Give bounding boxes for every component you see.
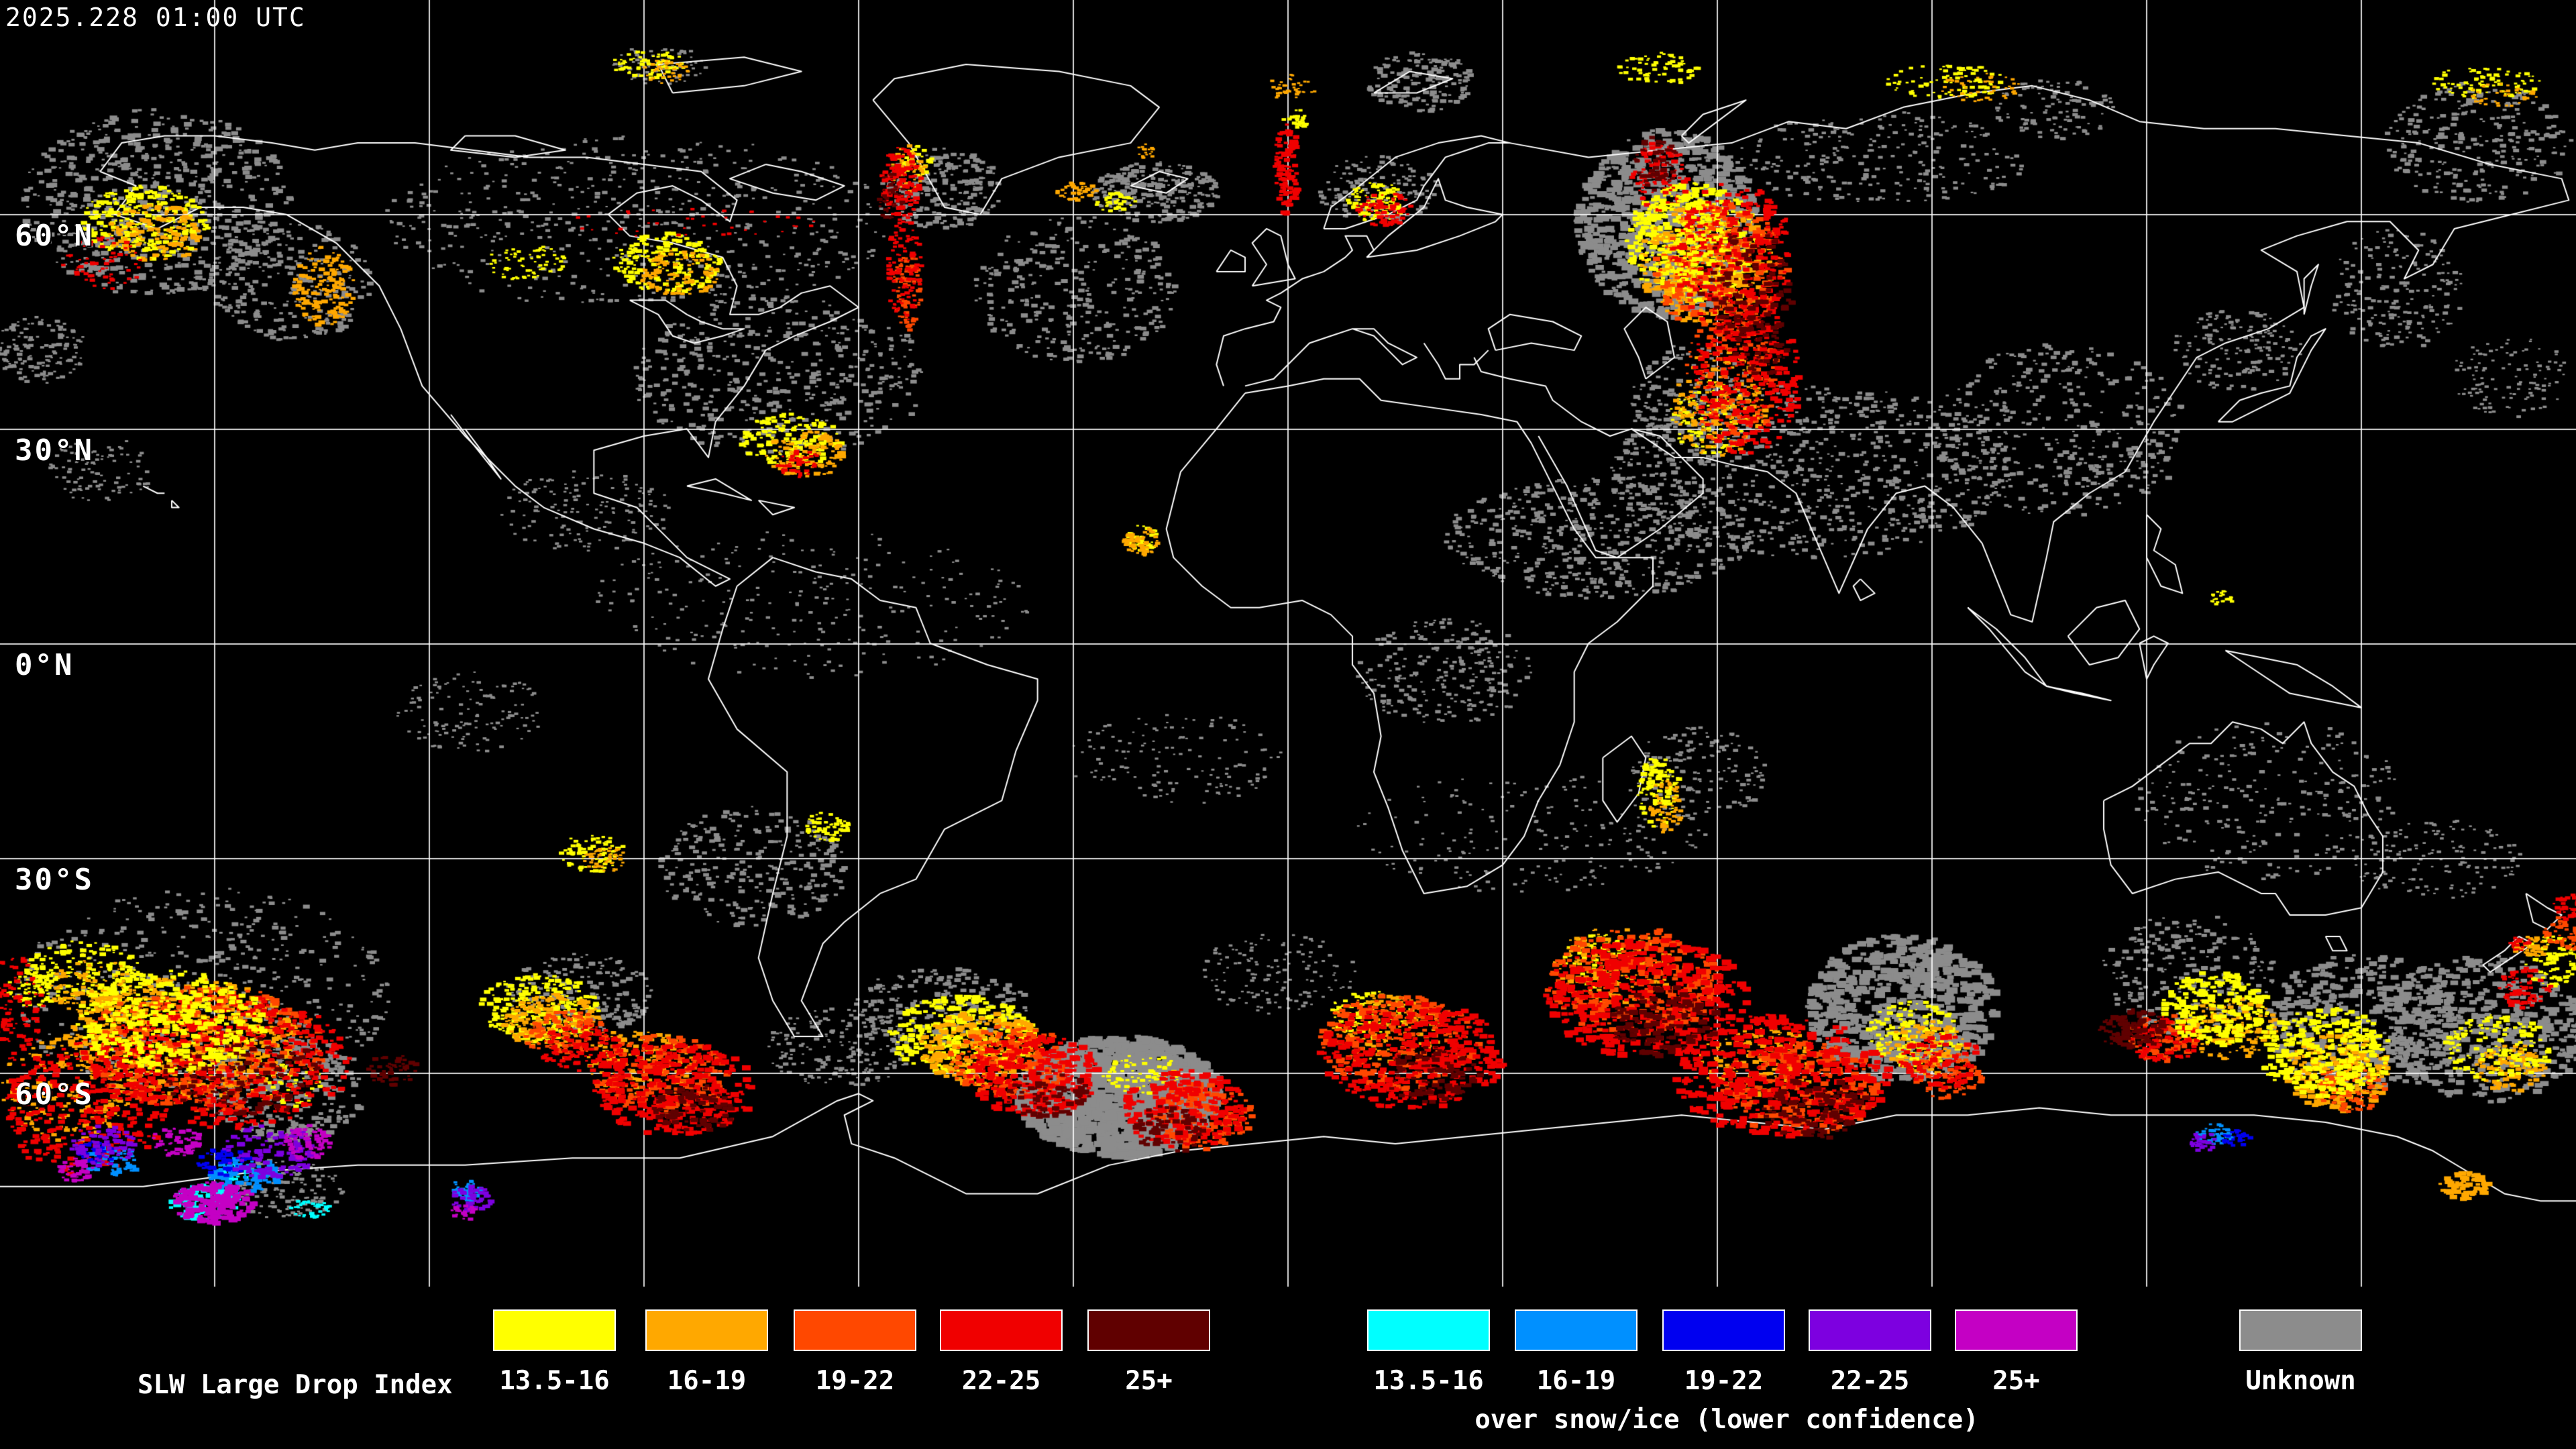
legend-item-16-19: 16-19 xyxy=(645,1309,768,1396)
legend-swatch-magenta xyxy=(1955,1309,2078,1351)
legend-item-unknown: Unknown xyxy=(2239,1309,2362,1396)
legend-swatch-purple xyxy=(1809,1309,1931,1351)
legend-item-22-25: 22-25 xyxy=(940,1309,1063,1396)
latitude-label-60s: 60°S xyxy=(15,1077,94,1112)
legend-label: 25+ xyxy=(1992,1366,2040,1396)
legend-item-snow-19-22: 19-22 xyxy=(1662,1309,1785,1396)
legend-label: 13.5-16 xyxy=(1373,1366,1484,1396)
legend-label: 16-19 xyxy=(1536,1366,1616,1396)
legend-label: 16-19 xyxy=(667,1366,747,1396)
legend-snow-caption: over snow/ice (lower confidence) xyxy=(1474,1405,1979,1435)
legend-swatch-cyan xyxy=(1367,1309,1490,1351)
legend-label: 19-22 xyxy=(1684,1366,1764,1396)
legend-item-snow-25plus: 25+ xyxy=(1955,1309,2078,1396)
legend-swatch-yellow xyxy=(493,1309,616,1351)
legend-label: 22-25 xyxy=(961,1366,1041,1396)
latitude-label-equator: 0°N xyxy=(15,648,74,682)
legend-label: 13.5-16 xyxy=(499,1366,610,1396)
legend-label: Unknown xyxy=(2245,1366,2356,1396)
legend-item-19-22: 19-22 xyxy=(794,1309,916,1396)
legend-title: SLW Large Drop Index xyxy=(138,1370,453,1400)
legend-label: 25+ xyxy=(1125,1366,1173,1396)
legend-swatch-orangered xyxy=(794,1309,916,1351)
legend-swatch-gray xyxy=(2239,1309,2362,1351)
legend-swatch-blue xyxy=(1515,1309,1638,1351)
legend-item-snow-13.5-16: 13.5-16 xyxy=(1367,1309,1490,1396)
legend-item-13.5-16: 13.5-16 xyxy=(493,1309,616,1396)
latitude-label-30n: 30°N xyxy=(15,433,94,468)
legend-label: 19-22 xyxy=(815,1366,895,1396)
latitude-label-60n: 60°N xyxy=(15,219,94,253)
legend-item-25plus: 25+ xyxy=(1087,1309,1210,1396)
legend-swatch-red xyxy=(940,1309,1063,1351)
legend-item-snow-16-19: 16-19 xyxy=(1515,1309,1638,1396)
legend: SLW Large Drop Index 13.5-16 16-19 19-22… xyxy=(0,1288,2576,1449)
latitude-label-30s: 30°S xyxy=(15,863,94,897)
legend-swatch-darkblue xyxy=(1662,1309,1785,1351)
legend-swatch-orange xyxy=(645,1309,768,1351)
legend-item-snow-22-25: 22-25 xyxy=(1809,1309,1931,1396)
legend-swatch-darkred xyxy=(1087,1309,1210,1351)
timestamp-label: 2025.228 01:00 UTC xyxy=(5,3,306,32)
legend-label: 22-25 xyxy=(1830,1366,1910,1396)
